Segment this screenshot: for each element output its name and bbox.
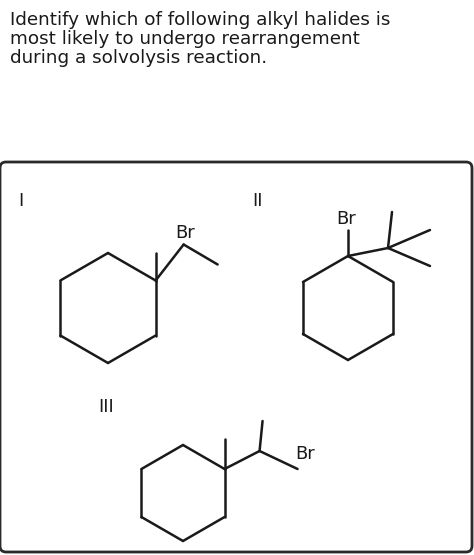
Text: Br: Br xyxy=(176,225,195,243)
Text: III: III xyxy=(98,398,114,416)
Text: during a solvolysis reaction.: during a solvolysis reaction. xyxy=(10,49,267,67)
Text: Br: Br xyxy=(296,445,315,463)
Text: II: II xyxy=(252,192,263,210)
FancyBboxPatch shape xyxy=(0,162,472,552)
Text: most likely to undergo rearrangement: most likely to undergo rearrangement xyxy=(10,30,360,48)
Text: Identify which of following alkyl halides is: Identify which of following alkyl halide… xyxy=(10,11,391,29)
Text: Br: Br xyxy=(336,210,356,228)
Text: I: I xyxy=(18,192,23,210)
